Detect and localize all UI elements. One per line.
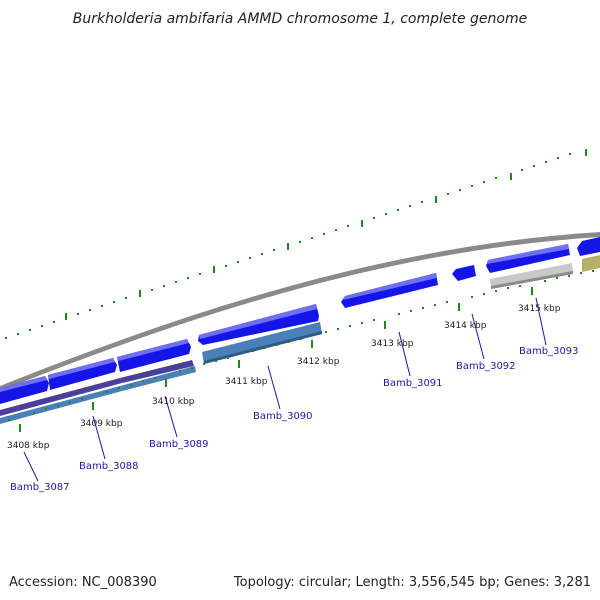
cds-highlight (487, 244, 569, 264)
feature-band-steelblue (0, 386, 122, 424)
gene-leader (471, 313, 485, 360)
cds-arrow (48, 358, 117, 390)
gene-label-bamb-3088[interactable]: Bamb_3088 (79, 461, 139, 472)
gene-label-bamb-3089[interactable]: Bamb_3089 (149, 439, 209, 450)
feature-band-steelblue (202, 322, 322, 364)
tick-label: 3408 kbp (7, 441, 50, 451)
gene-labels: Bamb_3087 Bamb_3088 Bamb_3089 Bamb_3090 … (10, 346, 579, 493)
feature-band-steelblue (120, 366, 196, 391)
gene-leader (267, 365, 281, 410)
gene-leaders (23, 297, 547, 482)
cds-highlight (343, 273, 437, 300)
gene-leader (92, 415, 106, 460)
upper-tick-track (5, 149, 587, 339)
feature-track (0, 255, 600, 424)
gene-leader (164, 395, 178, 438)
tick-label: 3409 kbp (80, 419, 123, 429)
feature-band-purple (0, 378, 122, 416)
tick-label: 3412 kbp (297, 357, 340, 367)
cds-highlight (48, 358, 115, 379)
gene-label-bamb-3093[interactable]: Bamb_3093 (519, 346, 579, 357)
gene-leader (398, 331, 411, 377)
feature-band-gray-edge (491, 271, 573, 289)
cds-highlight (117, 339, 189, 361)
forward-cds-track (0, 237, 600, 404)
gene-label-bamb-3091[interactable]: Bamb_3091 (383, 378, 443, 389)
tick-label: 3415 kbp (518, 304, 561, 314)
cds-highlight (0, 376, 47, 392)
topology-label: Topology: circular; Length: 3,556,545 bp… (233, 575, 591, 590)
tick-label: 3411 kbp (225, 377, 268, 387)
gene-label-bamb-3090[interactable]: Bamb_3090 (253, 411, 313, 422)
feature-band-purple (120, 360, 194, 383)
tick-label: 3413 kbp (371, 339, 414, 349)
cds-arrow (117, 339, 191, 372)
tick-label: 3414 kbp (444, 321, 487, 331)
gene-leader (535, 297, 547, 346)
lower-tick-track (8, 270, 594, 432)
cds-arrow (577, 237, 600, 256)
map-title: Burkholderia ambifaria AMMD chromosome 1… (73, 11, 527, 27)
feature-band-olive (582, 255, 600, 272)
gene-leader (23, 451, 39, 482)
feature-band-steelblue-edge (204, 331, 322, 364)
tick-label: 3410 kbp (152, 397, 195, 407)
gene-label-bamb-3092[interactable]: Bamb_3092 (456, 361, 516, 372)
tick-labels: 3408 kbp 3409 kbp 3410 kbp 3411 kbp 3412… (7, 304, 561, 451)
accession-label: Accession: NC_008390 (9, 575, 157, 590)
gene-label-bamb-3087[interactable]: Bamb_3087 (10, 482, 70, 493)
cds-highlight (199, 304, 317, 339)
cds-arrow (0, 376, 49, 404)
cds-arrow (452, 265, 476, 281)
